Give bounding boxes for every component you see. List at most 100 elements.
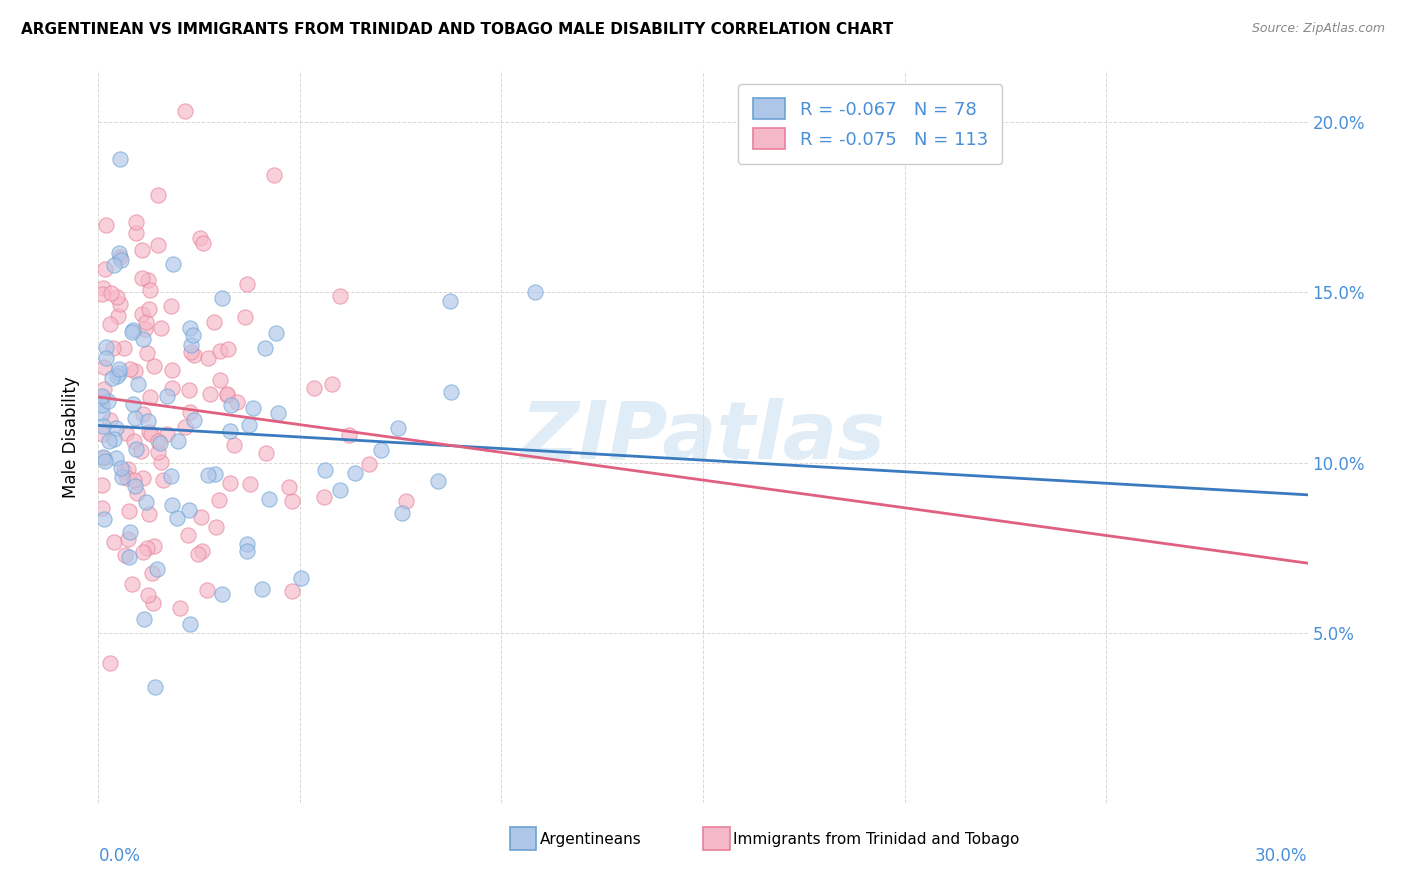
Point	[91, 406, 114, 420]
Point	[107, 310, 129, 324]
Point	[370, 443, 392, 458]
Point	[121, 577, 143, 591]
Point	[344, 466, 367, 480]
Point	[180, 338, 202, 352]
Point	[138, 301, 160, 316]
Point	[219, 398, 242, 412]
Point	[122, 473, 145, 487]
Point	[139, 284, 162, 298]
Point	[132, 332, 155, 346]
Point	[110, 152, 132, 166]
Point	[264, 326, 287, 340]
Point	[226, 394, 249, 409]
Point	[135, 315, 157, 329]
Point	[91, 287, 114, 301]
Point	[110, 461, 132, 475]
Point	[233, 310, 256, 324]
Point	[120, 525, 142, 540]
Point	[215, 387, 238, 401]
Point	[236, 544, 259, 558]
Text: 0.0%: 0.0%	[98, 847, 141, 864]
Point	[125, 215, 148, 229]
Point	[124, 410, 146, 425]
Point	[195, 582, 218, 597]
Point	[256, 446, 278, 460]
Point	[250, 582, 273, 597]
Point	[108, 361, 131, 376]
Point	[188, 231, 211, 245]
Point	[148, 237, 170, 252]
Point	[236, 277, 259, 291]
Point	[124, 364, 146, 378]
Point	[142, 596, 165, 610]
Point	[146, 445, 169, 459]
Point	[329, 289, 352, 303]
Point	[204, 467, 226, 482]
Point	[131, 244, 153, 258]
Point	[105, 290, 128, 304]
Point	[122, 434, 145, 448]
Point	[238, 417, 260, 432]
Point	[91, 501, 114, 516]
FancyBboxPatch shape	[509, 827, 536, 850]
Point	[103, 259, 125, 273]
Point	[207, 492, 229, 507]
Text: ZIPatlas: ZIPatlas	[520, 398, 886, 476]
Point	[134, 612, 156, 626]
Point	[173, 103, 195, 118]
Point	[100, 285, 122, 300]
Point	[118, 361, 141, 376]
Point	[205, 520, 228, 534]
Point	[131, 307, 153, 321]
Point	[159, 299, 181, 313]
Point	[146, 188, 169, 202]
Point	[132, 470, 155, 484]
Point	[108, 246, 131, 260]
Point	[93, 382, 115, 396]
Point	[96, 340, 118, 354]
Point	[211, 291, 233, 305]
Point	[111, 469, 134, 483]
Point	[215, 388, 238, 402]
Point	[91, 477, 114, 491]
Point	[107, 366, 129, 380]
Point	[143, 359, 166, 373]
Point	[152, 473, 174, 487]
Point	[96, 218, 118, 232]
Point	[222, 438, 245, 452]
Point	[337, 428, 360, 442]
Point	[91, 391, 114, 405]
Point	[149, 435, 172, 450]
Point	[139, 390, 162, 404]
Point	[391, 506, 413, 520]
Point	[135, 346, 157, 360]
Point	[105, 369, 128, 384]
Point	[94, 453, 117, 467]
Point	[169, 601, 191, 615]
Point	[263, 168, 285, 182]
Point	[290, 571, 312, 585]
Point	[145, 680, 167, 694]
Point	[91, 398, 114, 412]
Point	[174, 420, 197, 434]
Point	[98, 656, 121, 670]
Point	[197, 351, 219, 365]
Point	[166, 510, 188, 524]
Point	[197, 468, 219, 483]
Point	[179, 405, 201, 419]
Point	[440, 384, 463, 399]
Text: 30.0%: 30.0%	[1256, 847, 1308, 864]
Point	[200, 386, 222, 401]
Point	[141, 566, 163, 580]
Point	[183, 348, 205, 362]
Point	[97, 434, 120, 448]
Point	[125, 442, 148, 457]
Point	[146, 434, 169, 448]
Point	[239, 477, 262, 491]
Point	[236, 536, 259, 550]
Point	[281, 584, 304, 599]
Point	[321, 376, 343, 391]
Point	[104, 421, 127, 435]
Point	[98, 413, 121, 427]
Point	[91, 427, 114, 442]
